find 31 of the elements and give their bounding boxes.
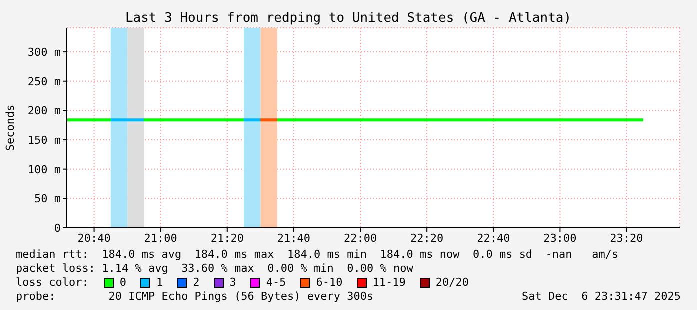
x-tick-label: 23:00 <box>544 232 577 245</box>
y-tick-label: 300 m <box>28 46 62 59</box>
x-tick-label: 21:20 <box>210 232 244 245</box>
x-tick-label: 22:00 <box>344 232 378 245</box>
legend-label: 3 <box>230 276 236 289</box>
legend-label: 1 <box>156 276 164 289</box>
x-tick-label: 23:20 <box>610 232 644 245</box>
x-tick-label: 21:00 <box>144 232 178 245</box>
y-tick-label: 250 m <box>28 75 62 88</box>
y-tick-label: 0 <box>54 222 61 235</box>
y-tick-label: 150 m <box>28 134 62 147</box>
legend-label: 4-5 <box>266 276 286 289</box>
chart-title: Last 3 Hours from redping to United States (GA - Atlanta) <box>124 11 573 26</box>
legend-label: 2 <box>193 276 200 289</box>
y-tick-label: 100 m <box>28 163 62 176</box>
y-tick-label: 200 m <box>28 104 62 118</box>
text: probe: 20 ICMP Echo Pings (56 Bytes) every 300s <box>16 290 374 303</box>
legend-label: 20/20 <box>436 276 469 289</box>
y-axis-title: Seconds <box>4 104 17 152</box>
legend-label: 6-10 <box>316 276 343 289</box>
x-tick-label: 22:20 <box>410 232 444 245</box>
text: median rtt: 184.0 ms avg 184.0 ms max 184.0 ms min 184.0 ms now 0.0 ms sd -nan am/s <box>16 248 619 261</box>
y-tick-label: 50 m <box>34 192 62 206</box>
x-tick-label: 21:40 <box>277 232 311 245</box>
text: loss color: <box>16 276 89 289</box>
text: packet loss: 1.14 % avg 33.60 % max 0.00 % min 0.00 % now <box>16 262 414 275</box>
x-tick-label: 22:40 <box>477 232 510 245</box>
legend-label: 0 <box>120 276 126 289</box>
text: Sat Dec 6 23:31:47 2025 <box>522 290 681 303</box>
legend-label: 11-19 <box>372 276 406 289</box>
x-tick-label: 20:40 <box>78 232 111 245</box>
